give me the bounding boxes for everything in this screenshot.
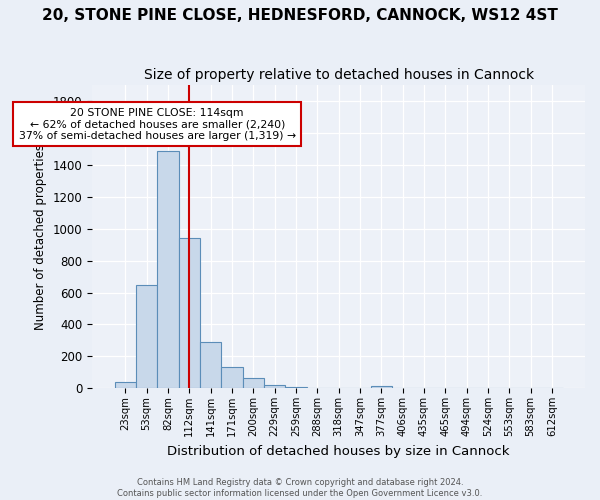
X-axis label: Distribution of detached houses by size in Cannock: Distribution of detached houses by size … [167,444,510,458]
Bar [264,384,285,388]
Text: 20, STONE PINE CLOSE, HEDNESFORD, CANNOCK, WS12 4ST: 20, STONE PINE CLOSE, HEDNESFORD, CANNOC… [42,8,558,22]
Bar [242,378,264,388]
Bar [200,342,221,388]
Text: Contains HM Land Registry data © Crown copyright and database right 2024.
Contai: Contains HM Land Registry data © Crown c… [118,478,482,498]
Bar [285,387,307,388]
Bar [221,368,242,388]
Y-axis label: Number of detached properties: Number of detached properties [34,144,47,330]
Text: 20 STONE PINE CLOSE: 114sqm
← 62% of detached houses are smaller (2,240)
37% of : 20 STONE PINE CLOSE: 114sqm ← 62% of det… [19,108,296,141]
Title: Size of property relative to detached houses in Cannock: Size of property relative to detached ho… [143,68,533,82]
Bar [115,382,136,388]
Bar [136,284,157,388]
Bar [371,386,392,388]
Bar [157,151,179,388]
Bar [179,238,200,388]
